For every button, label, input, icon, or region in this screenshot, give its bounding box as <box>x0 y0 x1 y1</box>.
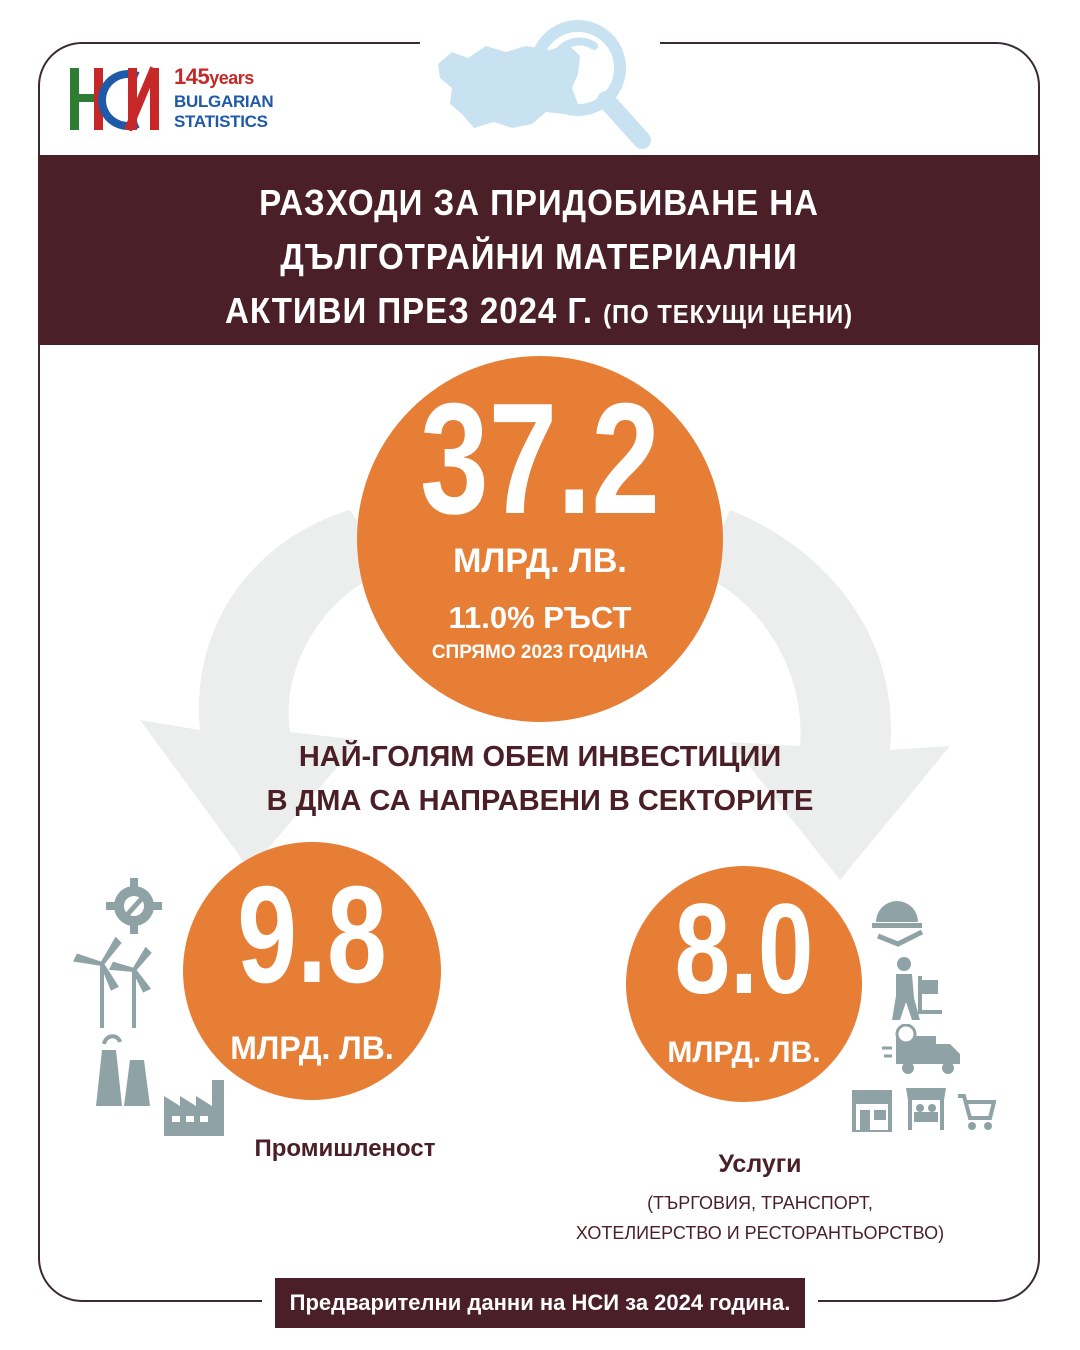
title-line-1: РАЗХОДИ ЗА ПРИДОБИВАНЕ НА <box>259 182 819 223</box>
title-line-3: АКТИВИ ПРЕЗ 2024 Г. (ПО ТЕКУЩИ ЦЕНИ) <box>78 283 1000 342</box>
market-stall-icon <box>904 1086 948 1132</box>
industry-label: Промишленост <box>254 1135 436 1162</box>
bulgaria-map-magnifier-icon <box>428 16 658 156</box>
title-line-2: ДЪЛГОТРАЙНИ МАТЕРИАЛНИ <box>280 236 798 277</box>
sectors-intro-line-2: В ДМА СА НАПРАВЕНИ В СЕКТОРИТЕ <box>266 785 814 817</box>
wind-turbine-icon <box>72 930 162 1030</box>
shop-icon <box>850 1086 894 1132</box>
delivery-truck-icon <box>882 1024 962 1076</box>
services-sublabel-line-2: ХОТЕЛИЕРСТВО И РЕСТОРАНТЬОРСТВО) <box>575 1223 945 1243</box>
footer-note: Предварителни данни на НСИ за 2024 годин… <box>275 1278 805 1328</box>
logo-years: 145years <box>174 64 254 89</box>
factory-icon <box>92 1030 162 1106</box>
cycle-arrows-icon <box>100 470 980 900</box>
gear-wrench-icon <box>104 876 164 936</box>
logo-line-1: BULGARIAN <box>174 92 274 111</box>
industry-stat-unit: МЛРД. ЛВ. <box>230 1030 394 1066</box>
sectors-intro-line-1: НАЙ-ГОЛЯМ ОБЕМ ИНВЕСТИЦИИ <box>298 741 782 773</box>
sectors-intro-text: НАЙ-ГОЛЯМ ОБЕМ ИНВЕСТИЦИИ В ДМА СА НАПРА… <box>200 735 880 823</box>
services-sublabel: (ТЪРГОВИЯ, ТРАНСПОРТ, ХОТЕЛИЕРСТВО И РЕС… <box>520 1188 1000 1248</box>
services-stat-circle: 8.0 МЛРД. ЛВ. <box>626 866 862 1102</box>
factory-building-icon <box>162 1076 226 1136</box>
industry-stat-value: 9.8 <box>237 858 387 1012</box>
services-stat-value: 8.0 <box>674 878 814 1021</box>
title-line-3-sub: (ПО ТЕКУЩИ ЦЕНИ) <box>603 299 854 329</box>
main-stat-circle: 37.2 МЛРД. ЛВ. 11.0% РЪСТ СПРЯМО 2023 ГО… <box>357 356 723 722</box>
services-sublabel-line-1: (ТЪРГОВИЯ, ТРАНСПОРТ, <box>647 1193 873 1213</box>
delivery-worker-icon <box>886 956 950 1022</box>
main-stat-growth: 11.0% РЪСТ <box>448 600 632 635</box>
main-stat-value: 37.2 <box>420 371 660 547</box>
main-stat-unit: МЛРД. ЛВ. <box>453 542 627 580</box>
services-stat-unit: МЛРД. ЛВ. <box>667 1036 821 1069</box>
cloche-icon <box>868 892 926 950</box>
title-band: РАЗХОДИ ЗА ПРИДОБИВАНЕ НА ДЪЛГОТРАЙНИ МА… <box>38 155 1040 345</box>
main-stat-comparison: СПРЯМО 2023 ГОДИНА <box>431 642 649 663</box>
nsi-logo: 145years BULGARIAN STATISTICS <box>68 62 288 140</box>
logo-line-2: STATISTICS <box>174 112 268 131</box>
shopping-cart-icon <box>956 1092 996 1132</box>
services-label: Услуги <box>718 1150 802 1178</box>
industry-stat-circle: 9.8 МЛРД. ЛВ. <box>183 842 441 1100</box>
title-line-3-main: АКТИВИ ПРЕЗ 2024 Г. <box>224 290 594 331</box>
nsi-logo-mark-icon <box>68 62 164 138</box>
